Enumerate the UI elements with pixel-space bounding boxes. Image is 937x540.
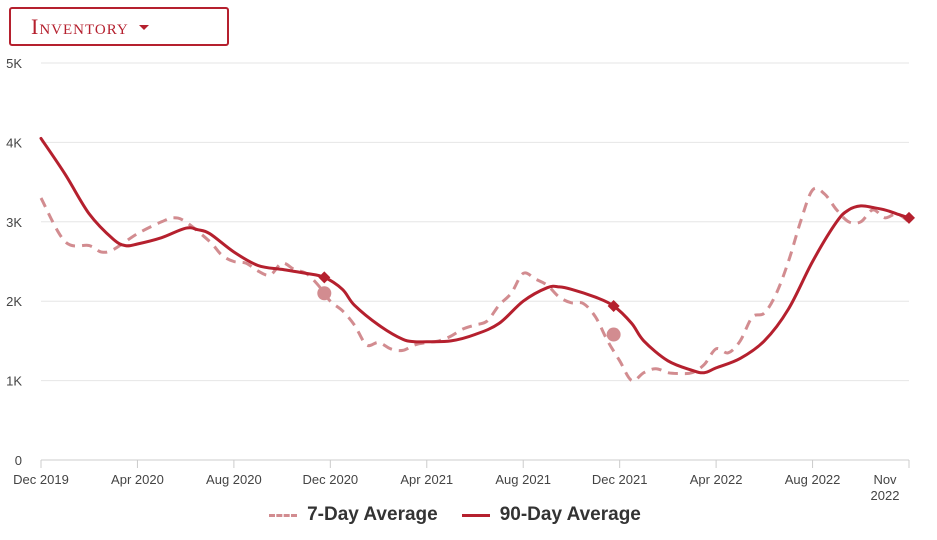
point-marker-90day[interactable] <box>903 211 915 224</box>
caret-down-icon <box>138 25 149 30</box>
x-tick-label: Apr 2020 <box>111 472 164 487</box>
x-tick-label: Dec 2019 <box>13 472 69 487</box>
series-line-7day <box>39 186 910 383</box>
y-tick-label: 0 <box>15 453 22 468</box>
point-marker-90day[interactable] <box>607 299 620 312</box>
legend: 7-Day Average 90-Day Average <box>0 504 910 526</box>
point-marker-7day[interactable] <box>606 327 621 342</box>
x-tick-label: Dec 2020 <box>303 472 359 487</box>
legend-label-7day: 7-Day Average <box>307 504 438 525</box>
x-tick-label: Aug 2020 <box>206 472 262 487</box>
series-markers <box>317 211 915 342</box>
x-tick-label: Dec 2021 <box>592 472 648 487</box>
y-tick-label: 3K <box>6 215 22 230</box>
legend-label-90day: 90-Day Average <box>499 504 641 525</box>
x-tick-label: Apr 2021 <box>400 472 453 487</box>
inventory-dropdown[interactable]: Inventory <box>9 7 229 46</box>
y-tick-label: 4K <box>6 135 22 150</box>
dropdown-label: Inventory <box>31 13 129 39</box>
grid-lines <box>41 62 909 461</box>
x-tick-label: Nov <box>873 472 897 487</box>
x-tick-label-line2: 2022 <box>871 488 900 500</box>
y-tick-label: 5K <box>6 56 22 71</box>
series-lines <box>39 136 911 383</box>
point-marker-7day[interactable] <box>317 286 332 301</box>
y-axis-ticks: 0 1K 2K 3K 4K 5K <box>6 56 22 468</box>
x-tick-label: Aug 2022 <box>785 472 841 487</box>
legend-item-90day[interactable]: 90-Day Average <box>461 504 641 526</box>
x-axis: Dec 2019 Apr 2020 Aug 2020 Dec 2020 Apr 2021… <box>13 459 910 500</box>
dashed-line-swatch-icon <box>269 513 298 517</box>
solid-line-swatch-icon <box>461 513 490 517</box>
x-tick-label: Aug 2021 <box>495 472 551 487</box>
x-tick-label: Apr 2022 <box>690 472 743 487</box>
legend-item-7day[interactable]: 7-Day Average <box>269 504 438 526</box>
series-line-90day <box>39 136 911 375</box>
point-marker-90day[interactable] <box>318 271 331 284</box>
y-tick-label: 1K <box>6 374 22 389</box>
y-tick-label: 2K <box>6 294 22 309</box>
